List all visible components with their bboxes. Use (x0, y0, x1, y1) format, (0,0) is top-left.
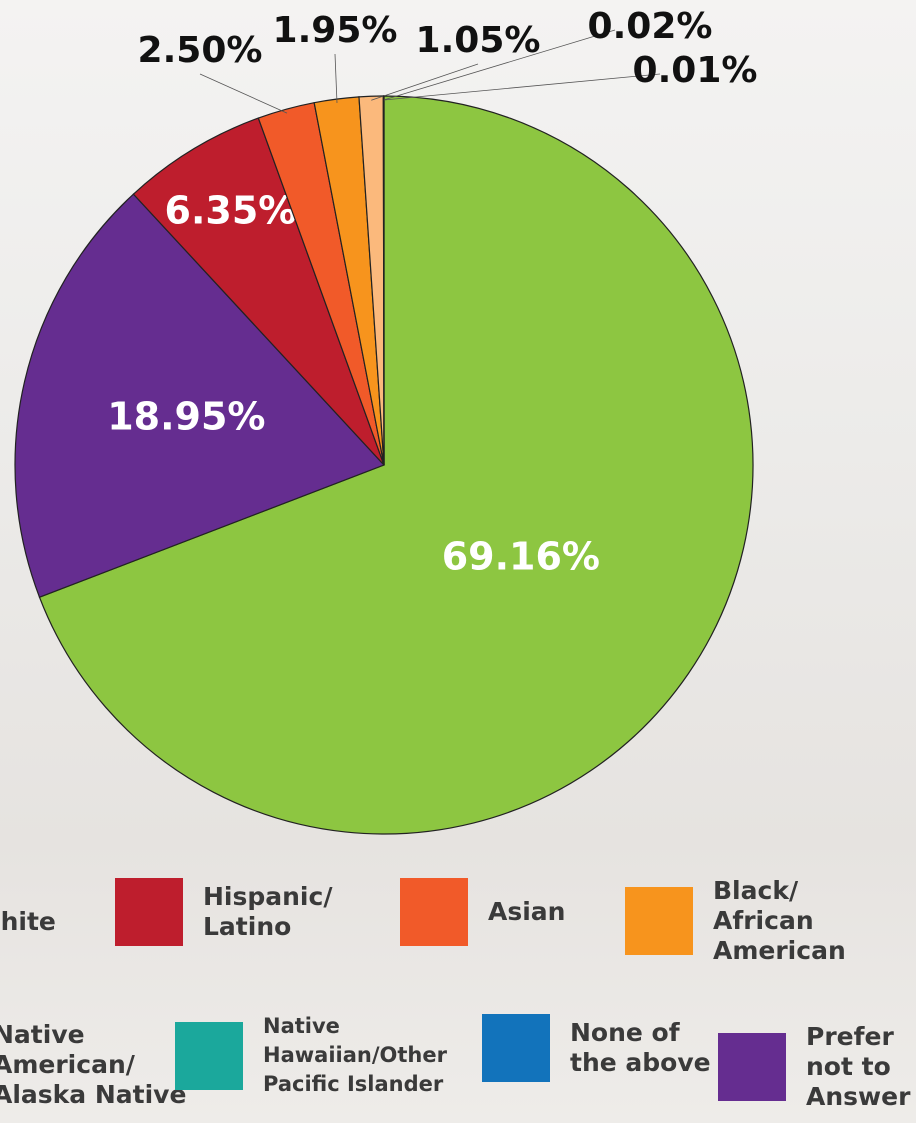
data-label: 18.95% (107, 394, 265, 438)
legend-item: None of the above (482, 1014, 711, 1082)
leader-line (371, 64, 478, 100)
legend-item: Black/ African American (625, 876, 846, 966)
leader-line (200, 74, 287, 113)
page: 69.16% 18.95% 6.35% 2.50%1.95% 1.05% 0.02%0.0… (0, 0, 916, 1123)
legend-label: Asian (488, 897, 565, 927)
chart: 69.16% 18.95% 6.35% 2.50%1.95% 1.05% 0.02%0.0… (0, 0, 916, 850)
data-label: 6.35% (165, 188, 297, 232)
legend-item: Asian (400, 878, 565, 946)
legend-label: Native American/ Alaska Native (0, 1020, 186, 1110)
legend-swatch (718, 1033, 786, 1101)
legend-swatch (625, 887, 693, 955)
legend-swatch (115, 878, 183, 946)
legend-swatch (400, 878, 468, 946)
data-label: 0.02% (588, 6, 713, 47)
leader-line (335, 54, 337, 103)
legend-label: Prefer not to Answer (806, 1022, 910, 1112)
data-label: 1.05% (416, 20, 541, 61)
legend-label: Native Hawaiian/Other Pacific Islander (263, 1012, 447, 1099)
legend-item: Native American/ Alaska Native (0, 1020, 186, 1110)
legend-label: Black/ African American (713, 876, 846, 966)
data-label: 1.95% (273, 10, 398, 51)
legend-swatch (175, 1022, 243, 1090)
legend-item: Native Hawaiian/Other Pacific Islander (175, 1012, 447, 1099)
legend-swatch (482, 1014, 550, 1082)
data-label: 0.01% (633, 50, 758, 91)
legend-item: Prefer not to Answer (718, 1022, 910, 1112)
legend-label: White (0, 907, 56, 937)
legend-label: None of the above (570, 1018, 711, 1078)
legend-item: Hispanic/ Latino (115, 878, 332, 946)
data-label: 2.50% (138, 30, 263, 71)
data-label: 69.16% (442, 535, 600, 579)
legend-label: Hispanic/ Latino (203, 882, 332, 942)
legend-item: White (0, 888, 56, 956)
